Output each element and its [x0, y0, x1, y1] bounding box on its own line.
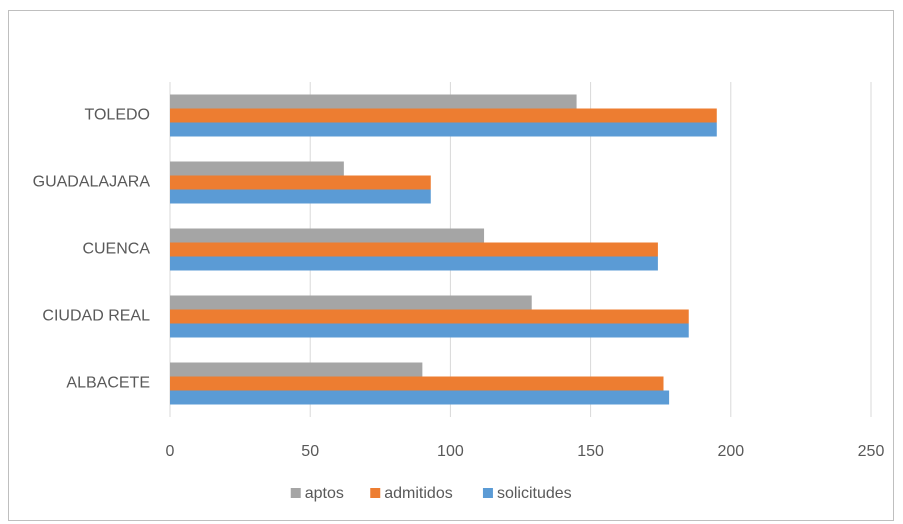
bar — [170, 161, 344, 176]
x-tick-label: 150 — [577, 443, 604, 460]
bar — [170, 323, 689, 338]
x-tick-label: 200 — [717, 443, 744, 460]
legend-swatch — [290, 488, 301, 498]
legend-swatch — [482, 488, 493, 498]
bar — [170, 228, 485, 243]
bar — [170, 122, 717, 137]
x-tick-label: 0 — [166, 443, 175, 460]
legend-label: solicitudes — [497, 485, 572, 502]
bar — [170, 390, 670, 405]
y-tick-label: ALBACETE — [66, 375, 150, 392]
bar — [170, 362, 423, 377]
legend-label: aptos — [305, 485, 344, 502]
y-tick-label: GUADALAJARA — [33, 174, 151, 191]
y-tick-label: TOLEDO — [85, 107, 151, 124]
y-tick-label: CUENCA — [82, 241, 150, 258]
bar — [170, 309, 689, 324]
bar — [170, 376, 664, 391]
x-tick-label: 100 — [437, 443, 464, 460]
bar — [170, 295, 532, 310]
bar — [170, 256, 658, 271]
x-tick-label: 50 — [301, 443, 319, 460]
legend-label: admitidos — [384, 485, 452, 502]
bar — [170, 94, 577, 109]
y-tick-label: CIUDAD REAL — [42, 308, 150, 325]
bar — [170, 108, 717, 123]
x-tick-label: 250 — [858, 443, 885, 460]
bar — [170, 189, 431, 204]
legend-swatch — [370, 488, 381, 498]
bar — [170, 242, 658, 257]
bar — [170, 175, 431, 190]
